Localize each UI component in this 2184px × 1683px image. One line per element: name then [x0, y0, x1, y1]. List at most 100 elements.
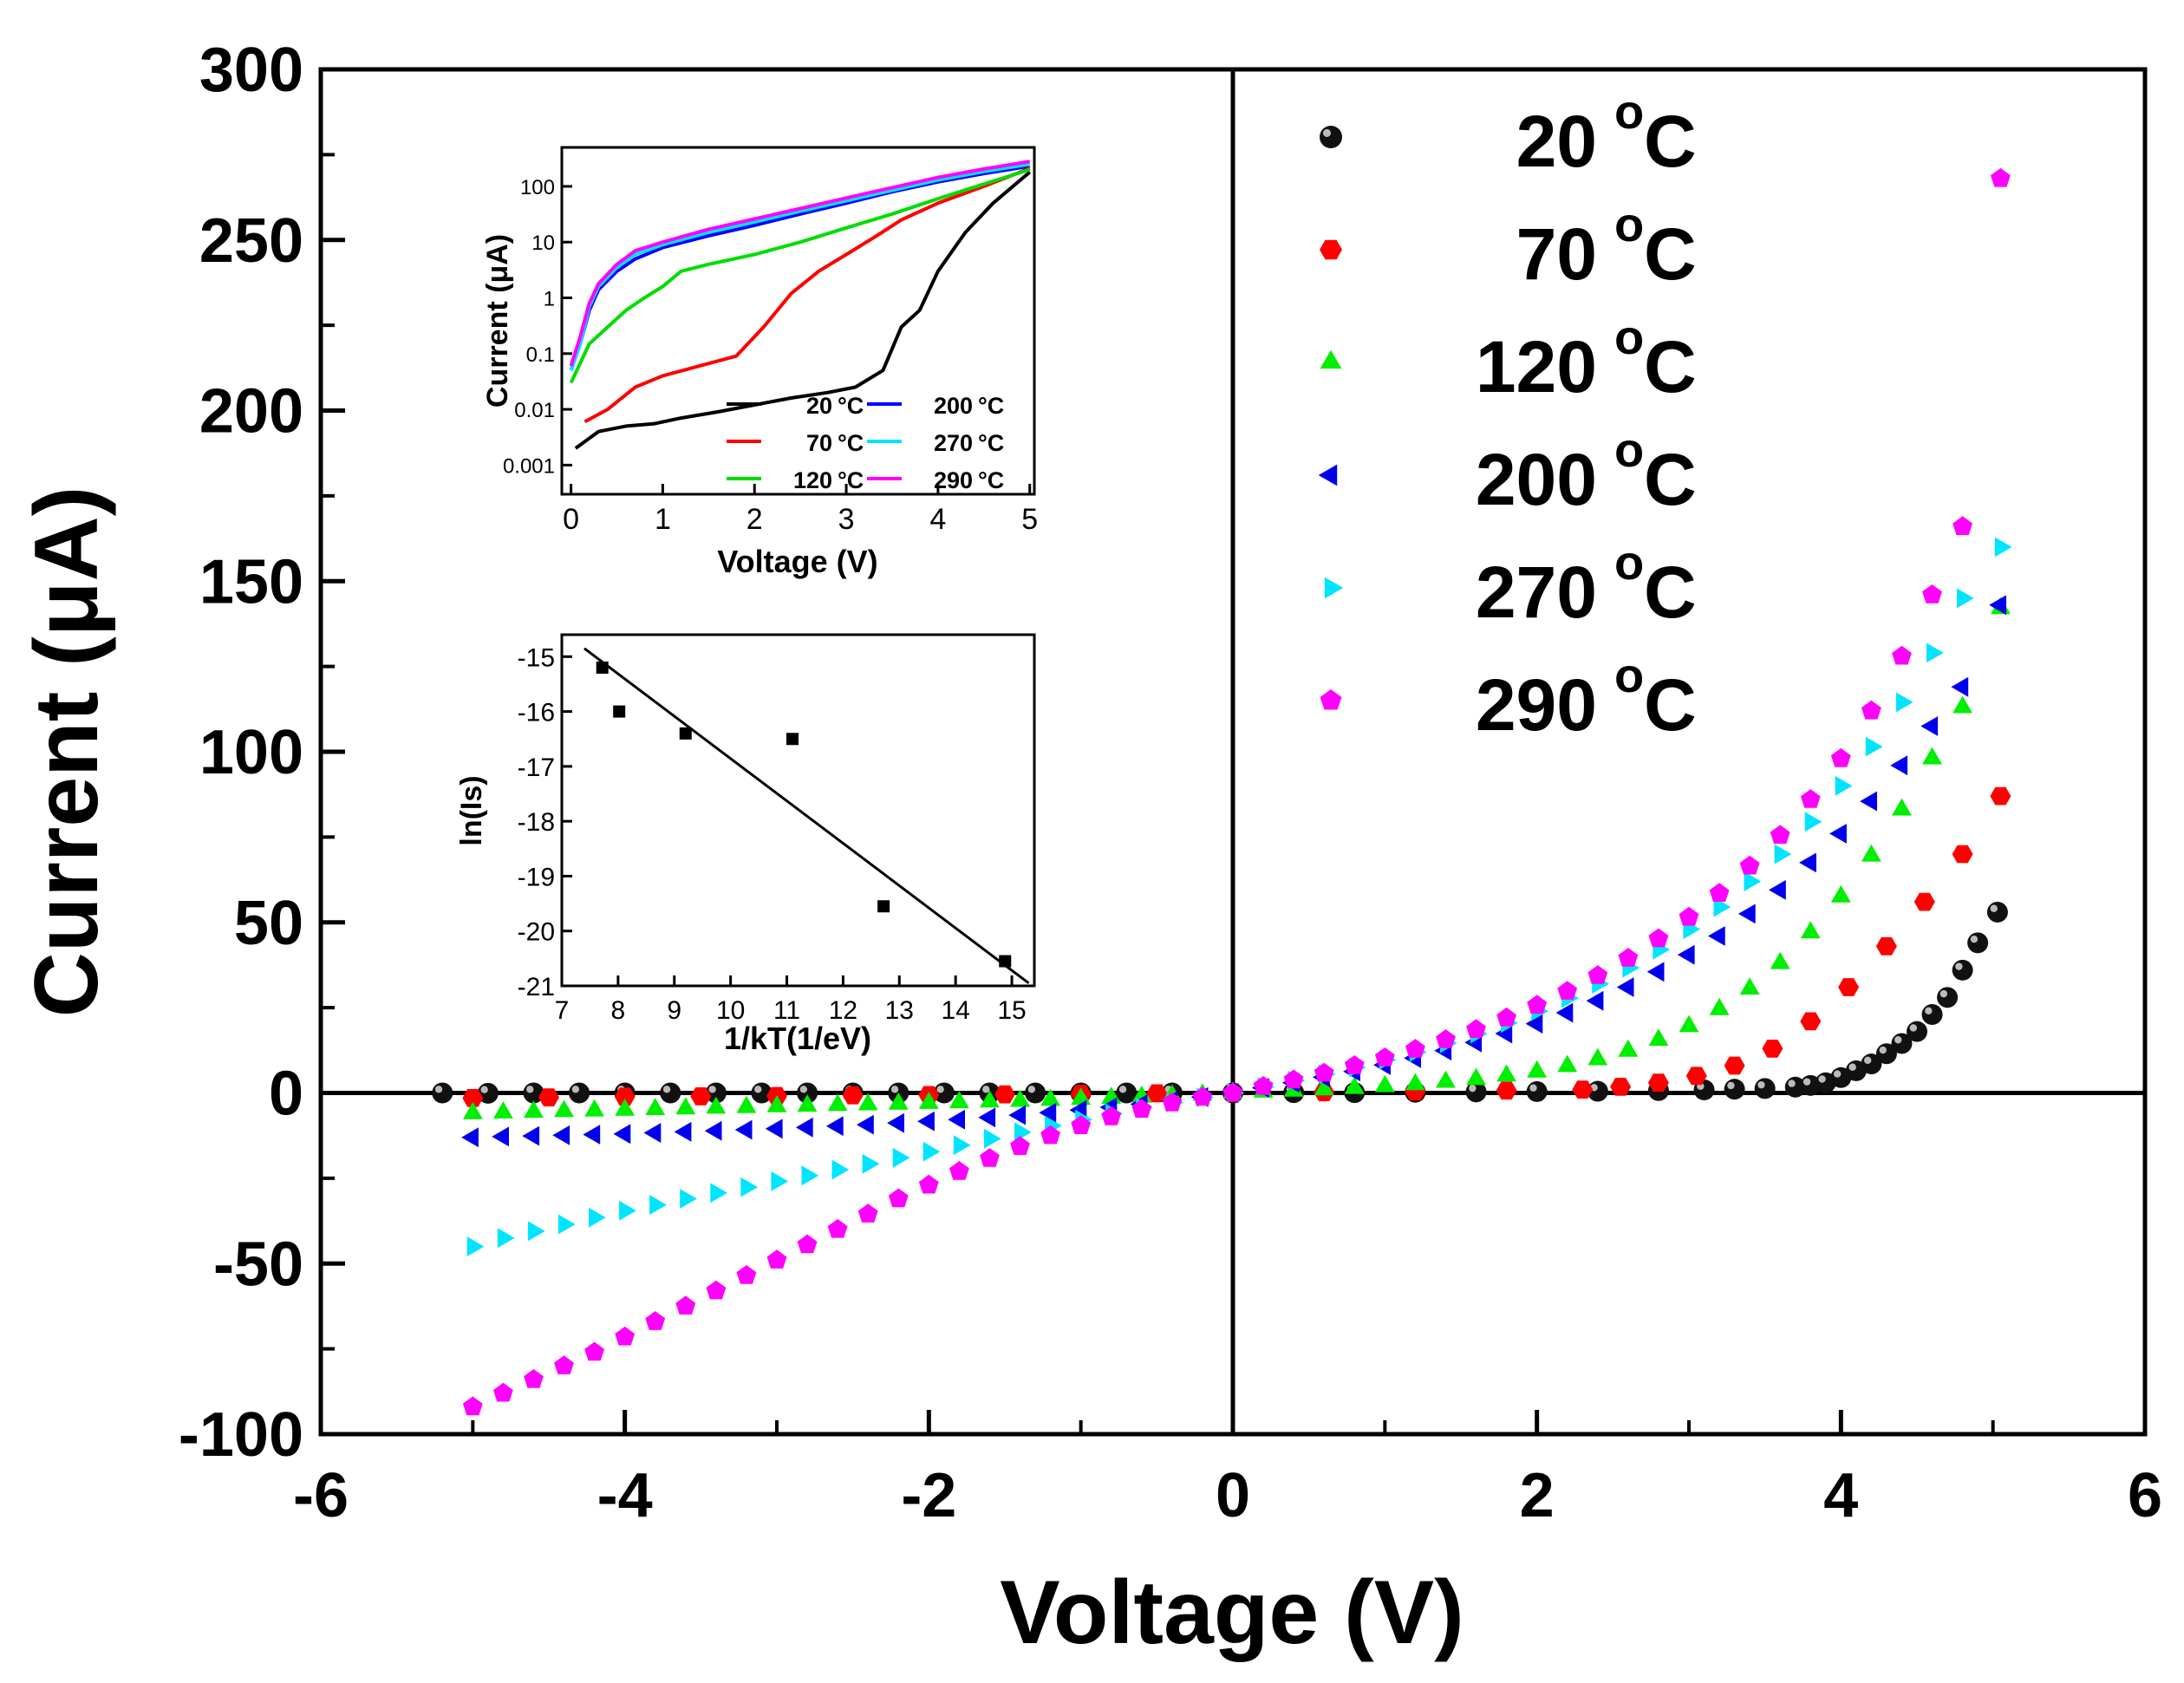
inset-arrhenius-series-group — [583, 647, 1030, 985]
data-point — [1799, 852, 1816, 873]
legend-marker — [1320, 349, 1342, 369]
data-point — [1951, 676, 1969, 697]
data-point — [1014, 1122, 1032, 1143]
data-point — [1618, 1039, 1639, 1057]
legend-unit: C — [1644, 213, 1697, 295]
data-point — [1116, 1082, 1138, 1104]
data-point — [1989, 595, 2006, 616]
legend-degree-symbol: o — [1614, 84, 1644, 139]
data-point — [1875, 1043, 1897, 1065]
data-point — [1344, 1076, 1365, 1094]
data-point — [1610, 1078, 1632, 1096]
inset-arrhenius-x-tick-label: 12 — [829, 996, 857, 1025]
data-point — [949, 1161, 969, 1180]
data-point-highlight — [708, 1086, 716, 1093]
data-point — [649, 1195, 667, 1215]
legend-label: 120 — [1476, 326, 1597, 408]
data-point-highlight — [434, 1086, 443, 1093]
legend-unit: C — [1644, 101, 1697, 182]
data-point — [1953, 516, 1972, 535]
legend-unit: C — [1644, 326, 1697, 408]
data-point — [674, 1121, 692, 1142]
data-point — [1572, 1080, 1594, 1099]
data-point — [1025, 1082, 1046, 1104]
data-point — [827, 1218, 848, 1238]
data-point-highlight — [1529, 1084, 1537, 1092]
legend-unit: C — [1644, 439, 1697, 520]
legend-item-70C: 70 o C — [1320, 197, 1697, 295]
data-point — [613, 1124, 631, 1145]
data-point — [740, 1177, 759, 1197]
data-point — [1526, 1080, 1548, 1102]
data-point — [1192, 1086, 1213, 1106]
data-point-highlight — [1788, 1080, 1796, 1087]
inset-log-legend-item-200C: 200 °C — [867, 393, 1004, 419]
data-point — [766, 1249, 787, 1269]
inset-arrhenius-x-tick-label: 8 — [611, 996, 626, 1025]
data-point-highlight — [754, 1086, 762, 1093]
data-point — [583, 1125, 601, 1145]
data-point — [493, 1101, 513, 1119]
main-x-tick-label: 0 — [1216, 1461, 1250, 1530]
data-point — [1800, 1012, 1822, 1031]
data-point — [892, 1147, 910, 1168]
data-point — [1922, 747, 1942, 765]
data-point — [645, 1311, 666, 1330]
data-point — [1374, 1047, 1395, 1067]
inset-arrhenius-y-tick-label: -19 — [518, 863, 555, 891]
data-point — [825, 1116, 844, 1137]
inset-log-legend-label: 20 — [806, 393, 832, 419]
main-y-tick-label: -100 — [179, 1400, 303, 1470]
legend-marker — [1320, 239, 1342, 260]
main-ticks — [318, 67, 2148, 1437]
inset-arrhenius-x-axis-title: 1/kT(1/eV) — [724, 1021, 871, 1056]
data-point — [1774, 844, 1792, 864]
data-point — [1162, 1092, 1183, 1112]
data-point — [1647, 1073, 1669, 1093]
data-point — [527, 1221, 545, 1242]
data-point — [1709, 997, 1730, 1015]
data-point — [1587, 965, 1608, 984]
data-point — [462, 1089, 484, 1107]
data-point — [1762, 1040, 1783, 1058]
data-point — [1875, 936, 1897, 956]
data-point-body — [569, 1082, 590, 1104]
data-point — [1466, 1019, 1486, 1038]
data-point-highlight — [982, 1086, 990, 1093]
data-point — [831, 1159, 850, 1180]
data-point-highlight — [1727, 1081, 1735, 1090]
data-point — [917, 1111, 935, 1132]
data-point — [1010, 1136, 1030, 1155]
data-point — [1861, 700, 1881, 720]
legend-unit: C — [1644, 551, 1697, 633]
data-point — [1685, 1067, 1707, 1086]
inset-log-y-tick-label: 0.01 — [514, 399, 555, 422]
data-point — [554, 1355, 574, 1374]
data-point — [1957, 588, 1974, 609]
data-point — [827, 1093, 848, 1112]
data-point — [497, 1228, 515, 1249]
data-point — [918, 1174, 939, 1194]
data-point — [615, 1099, 636, 1116]
data-point — [1465, 1081, 1487, 1103]
data-point — [1892, 798, 1912, 816]
data-point — [584, 1099, 604, 1117]
data-point — [1724, 1079, 1745, 1100]
data-point — [736, 1265, 757, 1284]
data-point — [1527, 1060, 1548, 1078]
data-point — [1586, 990, 1604, 1011]
data-point-body — [1724, 1079, 1745, 1100]
data-point — [466, 1236, 485, 1256]
data-point — [1040, 1088, 1060, 1106]
data-point — [1739, 855, 1760, 875]
data-point — [619, 1200, 636, 1221]
data-point — [1744, 871, 1762, 891]
data-point-highlight — [1990, 904, 1998, 912]
inset-log-legend-unit: °C — [978, 430, 1004, 456]
inset-log-x-tick-label: 0 — [563, 503, 579, 536]
main-y-tick-label: 300 — [199, 36, 303, 105]
data-point — [705, 1082, 727, 1104]
